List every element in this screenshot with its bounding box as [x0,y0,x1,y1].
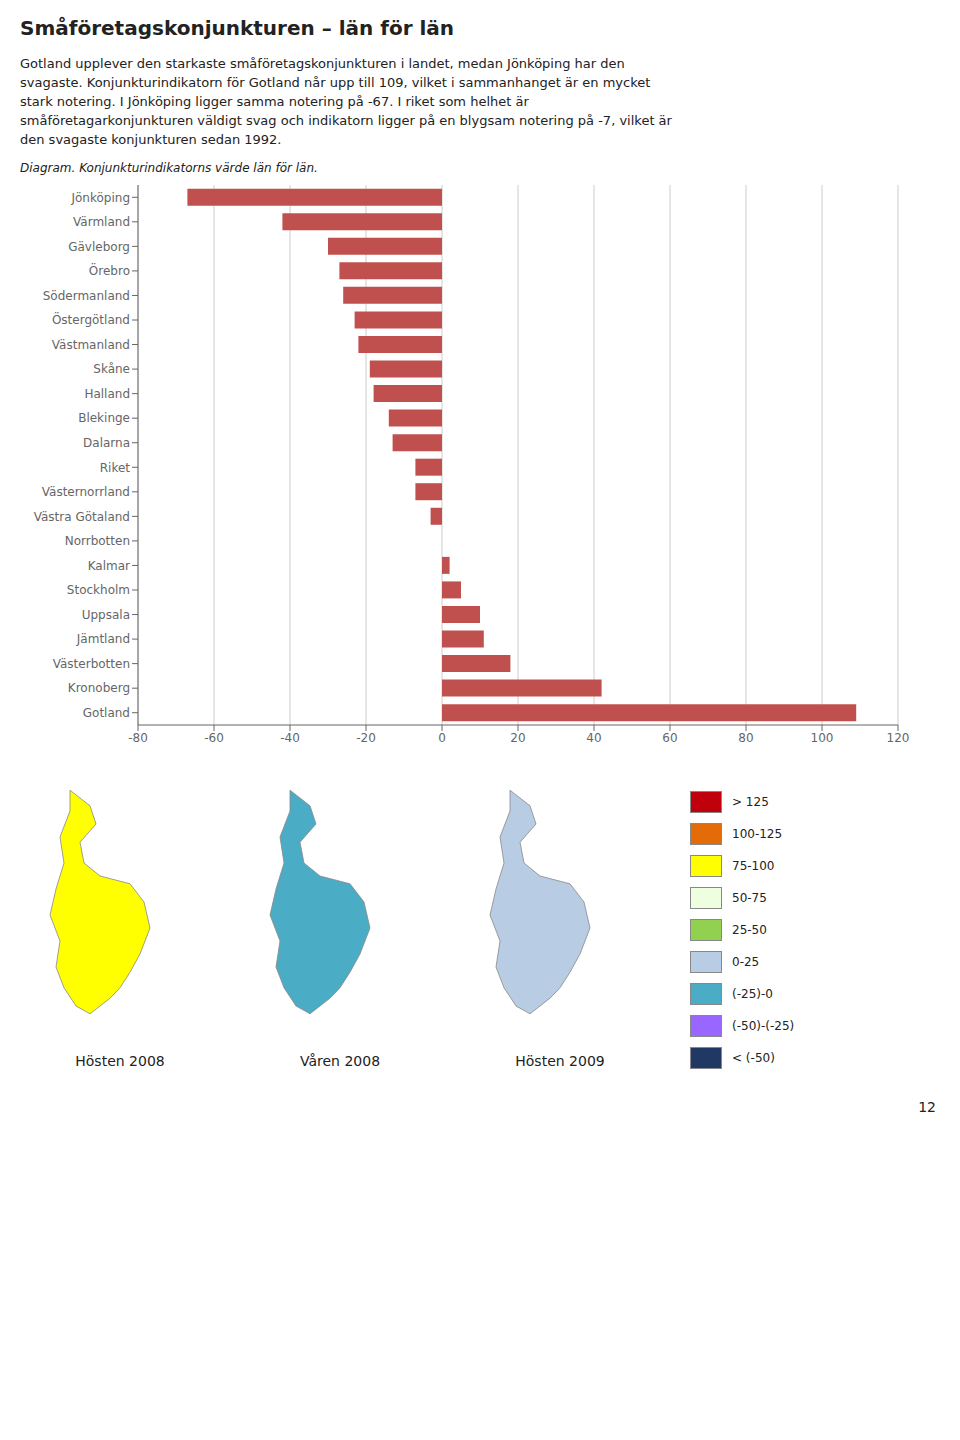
svg-text:60: 60 [662,731,677,745]
svg-text:Jämtland: Jämtland [76,632,130,646]
html-text:stark notering. I Jönköping li: stark notering. I Jönköping ligger samma… [20,94,529,109]
svg-text:Halland: Halland [84,387,130,401]
html-text:(-50)-(-25): (-50)-(-25) [732,1019,795,1033]
html-text:(-25)-0: (-25)-0 [732,987,773,1001]
svg-text:40: 40 [586,731,601,745]
svg-text:Örebro: Örebro [89,262,130,278]
html-text:Hösten 2008: Hösten 2008 [75,1053,165,1069]
svg-text:Västernorrland: Västernorrland [42,485,130,499]
svg-text:100: 100 [811,731,834,745]
svg-text:-60: -60 [204,731,224,745]
html-text:Våren 2008: Våren 2008 [300,1053,380,1069]
svg-text:Stockholm: Stockholm [67,583,130,597]
html-text:Hösten 2009: Hösten 2009 [515,1053,605,1069]
svg-text:120: 120 [887,731,910,745]
html-text:0-25: 0-25 [732,955,760,969]
svg-text:Södermanland: Södermanland [43,289,130,303]
html-text:Gotland upplever den starkaste: Gotland upplever den starkaste småföreta… [20,56,625,71]
svg-text:Jönköping: Jönköping [70,191,130,205]
svg-text:Uppsala: Uppsala [82,608,130,622]
svg-text:Skåne: Skåne [93,362,130,376]
svg-text:Västra Götaland: Västra Götaland [34,510,130,524]
html-text:Småföretagskonjunkturen – län: Småföretagskonjunkturen – län för län [20,16,455,40]
html-text:< (-50): < (-50) [732,1051,775,1065]
html-text:12: 12 [918,1099,936,1115]
svg-text:Blekinge: Blekinge [78,411,130,425]
svg-text:Värmland: Värmland [73,215,130,229]
html-text:25-50: 25-50 [732,923,767,937]
svg-text:Norrbotten: Norrbotten [65,534,130,548]
svg-text:-20: -20 [356,731,376,745]
svg-text:Östergötland: Östergötland [52,311,130,327]
html-text:75-100: 75-100 [732,859,775,873]
svg-text:20: 20 [510,731,525,745]
svg-text:Kronoberg: Kronoberg [68,681,130,695]
html-text:Diagram. Konjunkturindikatorns: Diagram. Konjunkturindikatorns värde län… [20,161,318,175]
svg-text:Gotland: Gotland [83,706,130,720]
svg-text:80: 80 [738,731,753,745]
svg-text:Dalarna: Dalarna [83,436,130,450]
svg-text:Västerbotten: Västerbotten [53,657,130,671]
svg-text:Riket: Riket [100,461,131,475]
html-text:100-125: 100-125 [732,827,783,841]
svg-text:Kalmar: Kalmar [88,559,130,573]
svg-text:-40: -40 [280,731,300,745]
html-text:småföretagarkonjunkturen väldi: småföretagarkonjunkturen väldigt svag oc… [20,113,672,128]
html-text:50-75: 50-75 [732,891,767,905]
svg-text:-80: -80 [128,731,148,745]
html-text:> 125: > 125 [732,795,769,809]
svg-text:Västmanland: Västmanland [52,338,130,352]
svg-text:0: 0 [438,731,446,745]
html-text:den svagaste konjunkturen seda: den svagaste konjunkturen sedan 1992. [20,132,282,147]
svg-text:Gävleborg: Gävleborg [68,240,130,254]
html-text:svagaste. Konjunkturindikatorn: svagaste. Konjunkturindikatorn för Gotla… [20,75,651,90]
